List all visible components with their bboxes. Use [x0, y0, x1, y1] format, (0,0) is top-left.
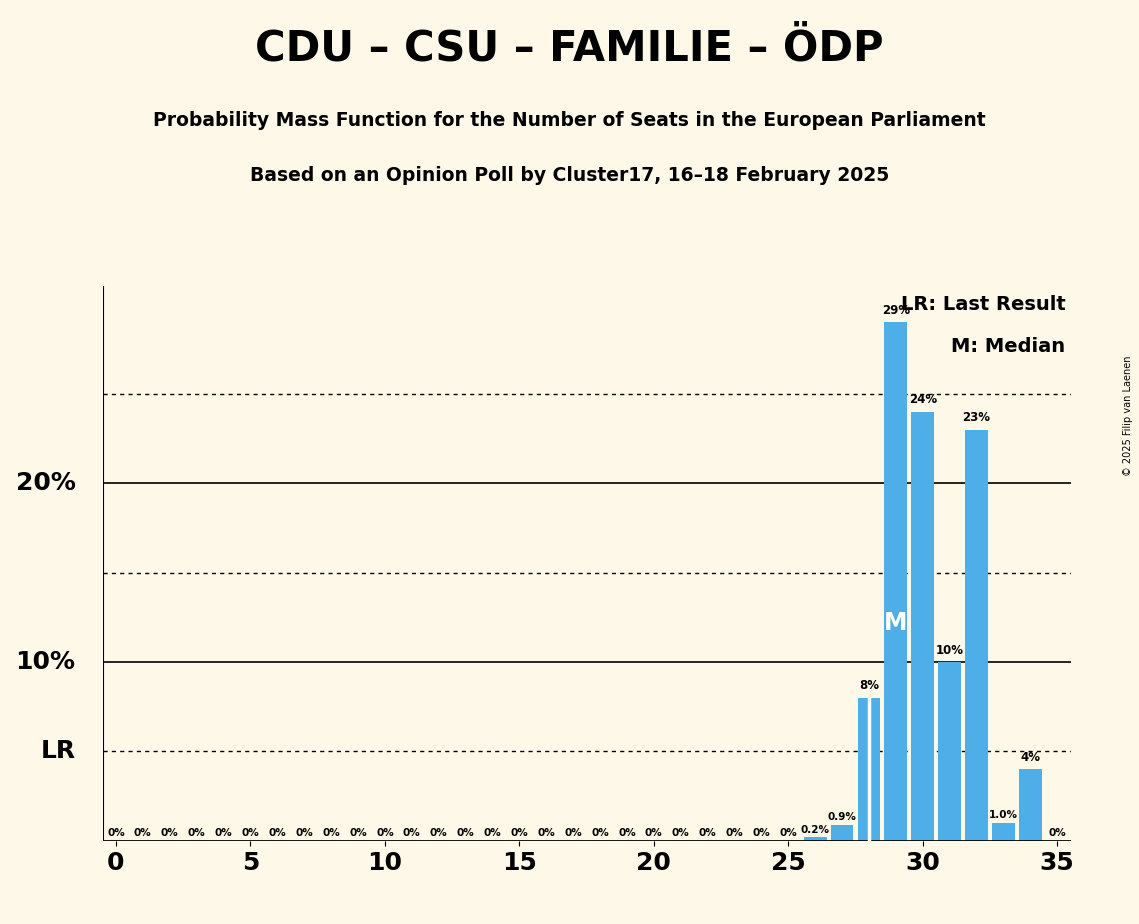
Text: 0%: 0% — [241, 828, 260, 838]
Text: 0%: 0% — [188, 828, 205, 838]
Text: M: Median: M: Median — [951, 336, 1065, 356]
Text: 1.0%: 1.0% — [989, 810, 1018, 821]
Text: 0%: 0% — [376, 828, 394, 838]
Text: 10%: 10% — [935, 644, 964, 657]
Text: 0%: 0% — [726, 828, 744, 838]
Text: 0%: 0% — [618, 828, 636, 838]
Text: 0.2%: 0.2% — [801, 824, 829, 834]
Text: 0%: 0% — [564, 828, 582, 838]
Text: 24%: 24% — [909, 394, 936, 407]
Text: 0%: 0% — [403, 828, 420, 838]
Text: 0%: 0% — [295, 828, 313, 838]
Text: 10%: 10% — [16, 650, 75, 674]
Text: 0%: 0% — [591, 828, 609, 838]
Text: CDU – CSU – FAMILIE – ÖDP: CDU – CSU – FAMILIE – ÖDP — [255, 28, 884, 69]
Bar — [858, 698, 880, 841]
Text: 0%: 0% — [107, 828, 125, 838]
Bar — [965, 430, 988, 841]
Text: 0%: 0% — [214, 828, 232, 838]
Text: © 2025 Filip van Laenen: © 2025 Filip van Laenen — [1123, 356, 1133, 476]
Text: 8%: 8% — [859, 679, 879, 692]
Text: 0%: 0% — [484, 828, 501, 838]
Text: 0%: 0% — [538, 828, 555, 838]
Text: 0%: 0% — [161, 828, 179, 838]
Text: 20%: 20% — [16, 471, 75, 495]
Text: LR: Last Result: LR: Last Result — [901, 296, 1065, 314]
Text: 0%: 0% — [779, 828, 797, 838]
Text: 29%: 29% — [882, 304, 910, 317]
Bar — [939, 662, 961, 841]
Text: 0%: 0% — [134, 828, 151, 838]
Bar — [804, 837, 827, 841]
Text: 0%: 0% — [350, 828, 367, 838]
Text: 0%: 0% — [753, 828, 770, 838]
Text: 0%: 0% — [322, 828, 339, 838]
Text: 0%: 0% — [672, 828, 689, 838]
Text: Based on an Opinion Poll by Cluster17, 16–18 February 2025: Based on an Opinion Poll by Cluster17, 1… — [249, 166, 890, 186]
Text: 0%: 0% — [645, 828, 663, 838]
Text: 0%: 0% — [429, 828, 448, 838]
Bar — [992, 823, 1015, 841]
Text: 4%: 4% — [1021, 751, 1040, 764]
Text: 0%: 0% — [457, 828, 475, 838]
Text: 0%: 0% — [698, 828, 716, 838]
Bar — [830, 825, 853, 841]
Text: Probability Mass Function for the Number of Seats in the European Parliament: Probability Mass Function for the Number… — [153, 111, 986, 130]
Text: 0.9%: 0.9% — [828, 812, 857, 822]
Text: 23%: 23% — [962, 411, 991, 424]
Text: 0%: 0% — [1048, 828, 1066, 838]
Text: 0%: 0% — [510, 828, 528, 838]
Text: LR: LR — [41, 739, 75, 763]
Text: 0%: 0% — [269, 828, 286, 838]
Text: M: M — [884, 611, 908, 635]
Bar — [1019, 770, 1042, 841]
Bar — [911, 411, 934, 841]
Bar — [884, 322, 908, 841]
